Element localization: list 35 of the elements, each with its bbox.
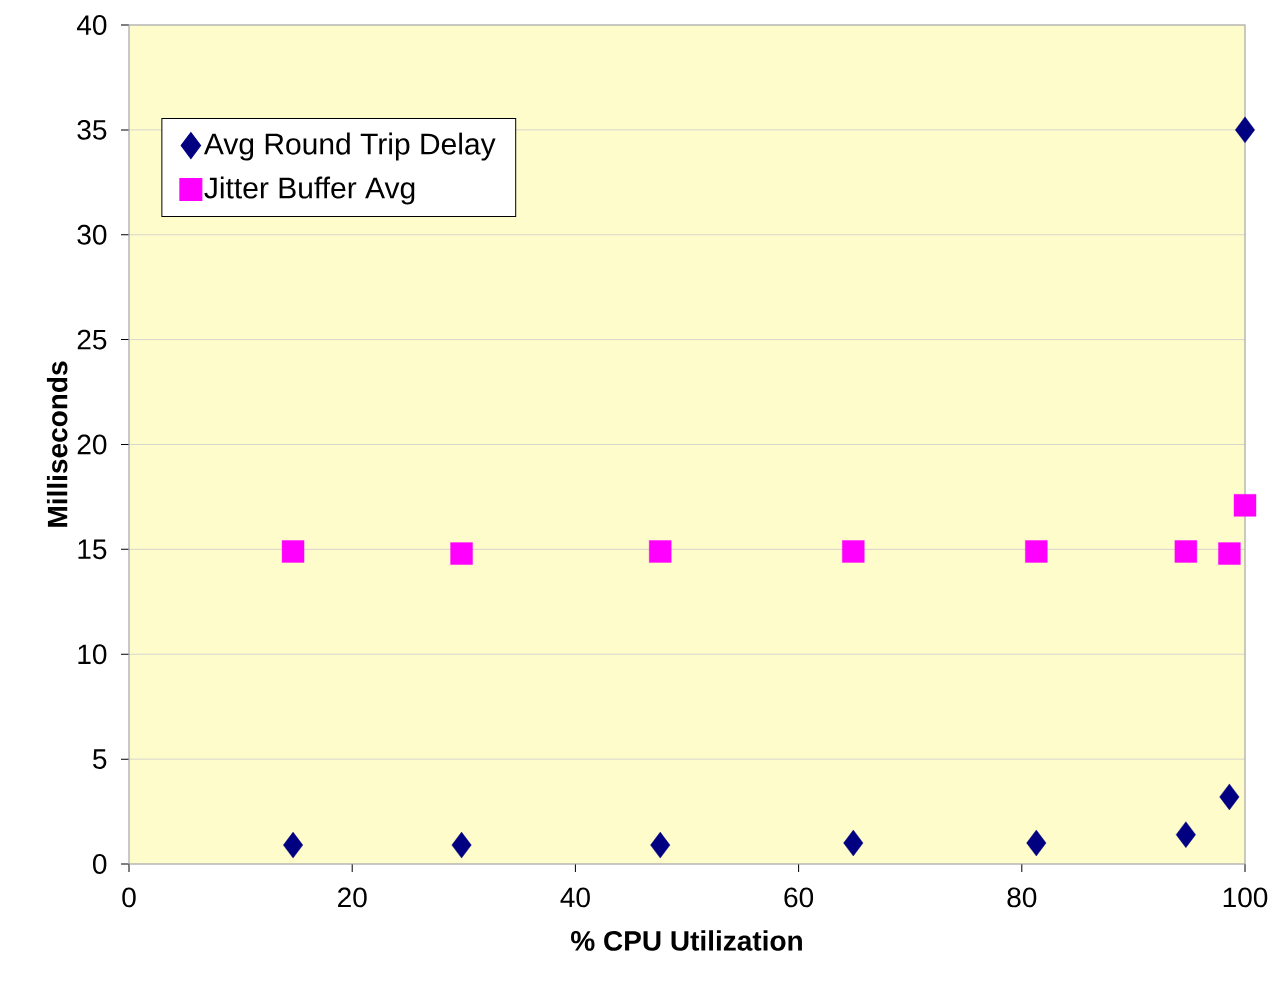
legend-label: Jitter Buffer Avg bbox=[204, 176, 415, 205]
y-tick-label: 0 bbox=[93, 854, 107, 874]
x-tick-label: 20 bbox=[338, 887, 367, 908]
point bbox=[450, 542, 473, 565]
y-tick-label: 30 bbox=[77, 224, 107, 245]
point bbox=[1235, 116, 1255, 144]
point bbox=[1175, 821, 1196, 848]
y-tick-label: 5 bbox=[93, 749, 107, 769]
point bbox=[283, 831, 304, 859]
legend-label: Avg Round Trip Delay bbox=[203, 132, 496, 161]
y-axis-title: Milliseconds bbox=[46, 361, 68, 527]
x-tick-label: 100 bbox=[1223, 887, 1268, 908]
point bbox=[281, 540, 305, 563]
point bbox=[650, 831, 671, 859]
x-tick-label: 80 bbox=[1007, 887, 1037, 908]
x-axis-title: % CPU Utilization bbox=[571, 930, 802, 951]
y-tick-label: 20 bbox=[77, 434, 107, 455]
y-tick-label: 25 bbox=[77, 329, 107, 350]
point bbox=[1026, 829, 1047, 857]
point bbox=[843, 829, 864, 857]
y-tick-label: 10 bbox=[78, 644, 107, 665]
point bbox=[1218, 542, 1241, 565]
y-tick-label: 35 bbox=[77, 119, 107, 140]
x-tick-label: 0 bbox=[122, 887, 136, 908]
point bbox=[1233, 494, 1257, 517]
point bbox=[1025, 540, 1048, 563]
y-tick-label: 15 bbox=[78, 539, 107, 560]
point bbox=[1219, 783, 1240, 811]
x-tick-label: 40 bbox=[560, 887, 590, 908]
point bbox=[649, 540, 672, 563]
point bbox=[842, 540, 865, 563]
x-tick-label: 60 bbox=[784, 887, 814, 908]
point bbox=[451, 831, 472, 859]
y-tick-label: 40 bbox=[76, 15, 107, 35]
point bbox=[1174, 540, 1198, 563]
